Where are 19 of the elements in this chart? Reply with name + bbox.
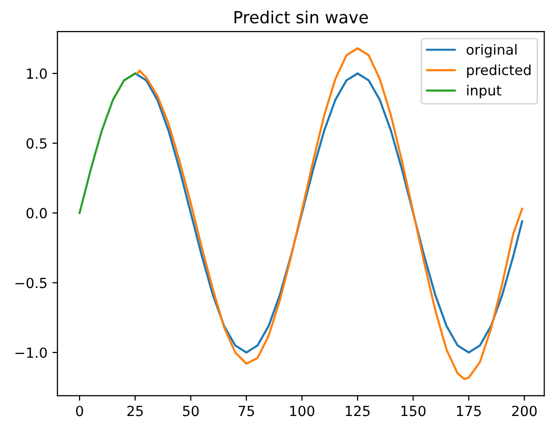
x-tick-label: 150 — [401, 406, 426, 416]
x-tick-label: 200 — [512, 406, 537, 416]
x-tick-label: 0 — [76, 406, 84, 416]
x-tick-label: 25 — [127, 406, 143, 416]
y-tick-label: 0.0 — [26, 208, 47, 218]
x-tick-label: 125 — [346, 406, 370, 416]
y-tick-label: 1.0 — [27, 68, 47, 79]
legend-label: input — [467, 84, 502, 98]
line-series — [78, 72, 136, 214]
x-tick-label: 100 — [290, 406, 314, 416]
x-tick-label: 175 — [457, 406, 481, 416]
chart-title: Predict sin wave — [234, 10, 368, 24]
legend-label: original — [466, 44, 516, 58]
legend-label: predicted — [467, 64, 530, 78]
x-tick-label: 75 — [238, 406, 254, 416]
y-tick-label: −1.0 — [15, 347, 47, 358]
y-tick-label: 0.5 — [26, 138, 46, 149]
y-tick-label: −0.5 — [15, 278, 46, 288]
x-tick-label: 50 — [183, 406, 199, 416]
